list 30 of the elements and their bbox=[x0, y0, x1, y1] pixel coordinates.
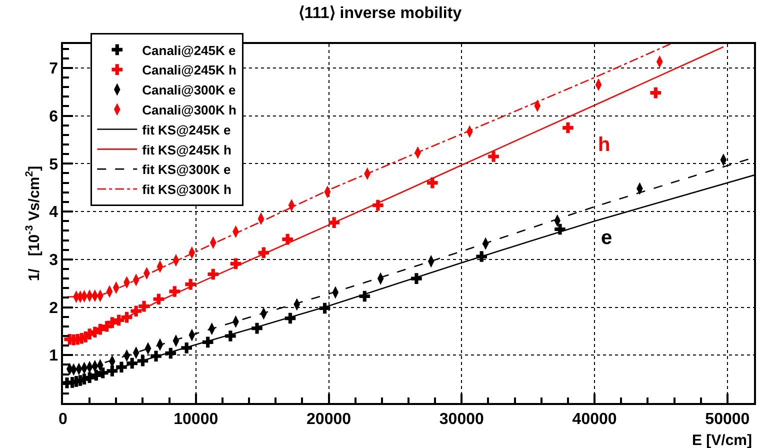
legend-label: Canali@300K h bbox=[142, 102, 237, 118]
x-tick-label: 20000 bbox=[306, 410, 352, 428]
chart-title: ⟨111⟩ inverse mobility bbox=[298, 4, 462, 22]
point bbox=[488, 151, 499, 162]
legend-label: fit KS@300K e bbox=[142, 162, 231, 178]
legend-label: fit KS@245K h bbox=[142, 142, 232, 158]
y-tick-label: 4 bbox=[49, 204, 58, 222]
x-axis-title: E [V/cm] bbox=[692, 432, 752, 448]
x-tick-label: 50000 bbox=[705, 410, 750, 428]
y-tick-label: 6 bbox=[49, 108, 58, 126]
legend-label: fit KS@245K e bbox=[142, 122, 231, 138]
y-tick-label: 5 bbox=[49, 156, 58, 174]
legend-label: Canali@245K e bbox=[142, 42, 236, 58]
point bbox=[562, 122, 574, 134]
y-tick-label: 3 bbox=[49, 252, 58, 269]
legend-label: Canali@245K h bbox=[142, 62, 237, 78]
y-tick-label: 7 bbox=[49, 60, 58, 78]
annotation: h bbox=[598, 134, 610, 156]
annotation: e bbox=[601, 227, 612, 249]
point bbox=[650, 87, 662, 98]
x-tick-label: 30000 bbox=[439, 410, 484, 428]
point bbox=[169, 286, 180, 297]
y-tick-label: 1 bbox=[49, 348, 58, 365]
x-tick-label: 40000 bbox=[572, 410, 617, 428]
legend-label: Canali@300K e bbox=[142, 82, 236, 98]
y-tick-label: 2 bbox=[49, 300, 58, 317]
x-tick-label: 10000 bbox=[174, 410, 218, 428]
point bbox=[427, 177, 438, 188]
legend-label: fit KS@300K h bbox=[142, 182, 232, 198]
x-tick-label: 0 bbox=[58, 410, 68, 428]
